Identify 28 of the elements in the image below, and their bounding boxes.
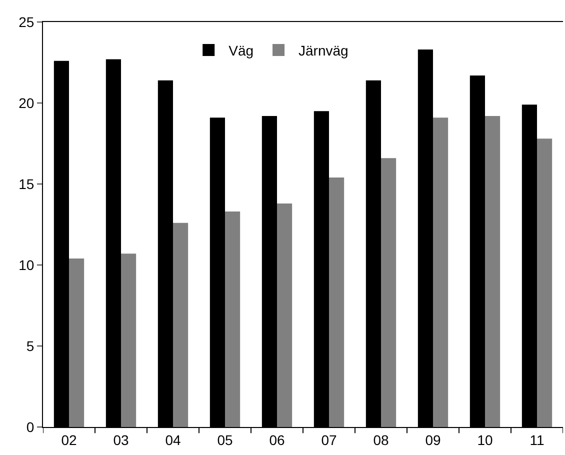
x-tick-label: 09: [425, 432, 441, 448]
x-tick-label: 11: [530, 432, 544, 448]
y-tick-label: 15: [18, 176, 34, 192]
x-tick-label: 07: [321, 432, 337, 448]
x-tick-label: 10: [477, 432, 493, 448]
legend-label: Järnväg: [298, 42, 348, 58]
x-tick-label: 03: [113, 432, 129, 448]
bar: [277, 203, 292, 427]
legend-label: Väg: [228, 42, 254, 58]
bar: [121, 254, 136, 427]
x-tick-label: 02: [61, 432, 77, 448]
y-tick-label: 20: [18, 94, 34, 111]
x-tick-label: 05: [217, 432, 233, 448]
bar: [381, 158, 396, 427]
y-tick-label: 10: [18, 256, 34, 273]
bar: [69, 258, 84, 427]
bar: [433, 118, 448, 427]
x-tick-label: 06: [269, 432, 285, 448]
y-tick-label: 5: [26, 338, 34, 354]
y-tick-label: 25: [18, 14, 34, 30]
bar: [225, 212, 240, 427]
bar: [537, 138, 552, 427]
bar: [173, 222, 188, 427]
bar: [329, 178, 344, 427]
bar: [485, 116, 500, 427]
y-tick-label: 0: [26, 418, 34, 435]
x-tick-label: 04: [165, 432, 181, 448]
x-tick-label: 08: [373, 432, 389, 448]
